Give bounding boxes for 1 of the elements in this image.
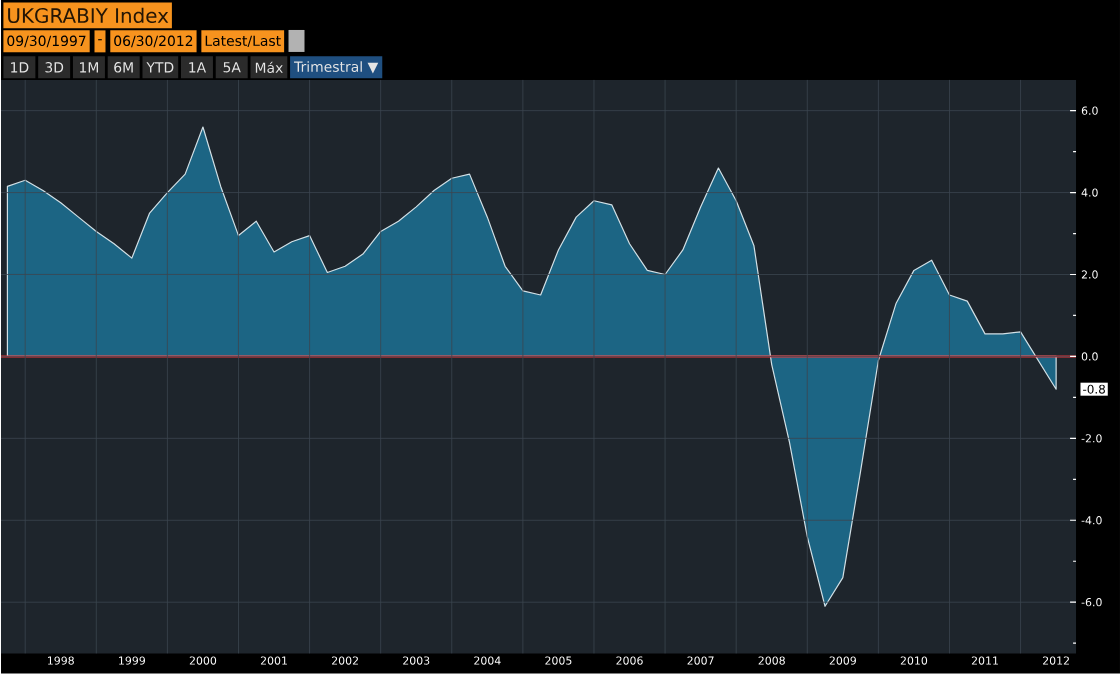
chart-title: UKGRABIY Index <box>8 7 169 24</box>
